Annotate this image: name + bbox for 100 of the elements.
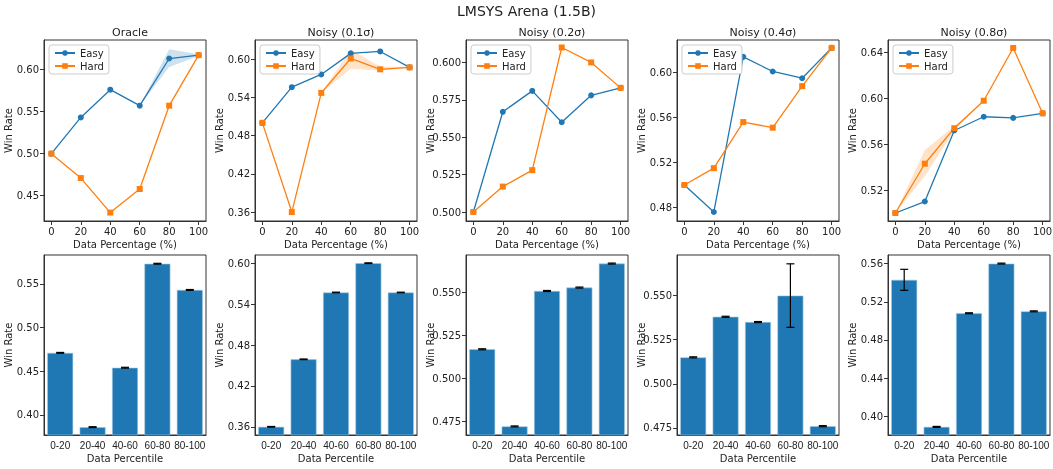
point <box>107 86 114 93</box>
y-tick-label: 0.500 <box>432 372 461 384</box>
y-tick-label: 0.56 <box>649 112 672 124</box>
x-tick-label: 100 <box>189 225 209 237</box>
point <box>136 102 143 109</box>
x-tick-label: 40 <box>947 225 961 237</box>
y-tick-label: 0.60 <box>227 53 250 65</box>
point <box>136 186 143 193</box>
x-tick-label: 60 <box>344 225 358 237</box>
point <box>77 114 84 121</box>
point <box>588 59 595 66</box>
x-tick-label: 80-100 <box>807 439 839 451</box>
x-tick-label: 60-80 <box>144 439 171 451</box>
x-tick-label: 40-60 <box>323 439 350 451</box>
x-tick-label: 0-20 <box>50 439 71 451</box>
chart-title: Noisy (0.4σ) <box>729 26 797 39</box>
x-tick-label: 0-20 <box>472 439 493 451</box>
point <box>921 160 928 167</box>
y-tick-label: 0.475 <box>432 415 461 427</box>
x-tick-label: 60-80 <box>988 439 1015 451</box>
y-tick-label: 0.55 <box>16 106 39 118</box>
x-tick-label: 80-100 <box>1018 439 1050 451</box>
point <box>1010 114 1017 121</box>
x-tick-label: 20-40 <box>712 439 739 451</box>
x-tick-label: 20-40 <box>501 439 528 451</box>
point <box>799 83 806 90</box>
point <box>710 209 717 215</box>
y-tick-label: 0.54 <box>227 298 250 310</box>
y-tick-label: 0.50 <box>16 322 39 334</box>
text: LMSYS Arena (1.5B) <box>456 3 597 19</box>
point <box>499 108 506 115</box>
point <box>77 175 84 182</box>
x-axis-title: Data Percentage (%) <box>917 238 1021 250</box>
y-tick-label: 0.525 <box>432 169 461 181</box>
x-tick-label: 60 <box>977 225 991 237</box>
x-tick-label: 0 <box>48 225 55 237</box>
legend-label: Easy <box>502 47 526 59</box>
x-axis-title: Data Percentile <box>508 452 586 464</box>
x-tick-label: 100 <box>1033 225 1053 237</box>
x-tick-label: 40-60 <box>534 439 561 451</box>
point <box>166 55 173 62</box>
point <box>558 119 565 126</box>
x-tick-label: 60-80 <box>777 439 804 451</box>
y-tick-label: 0.550 <box>432 287 461 299</box>
y-tick-label: 0.42 <box>227 168 250 180</box>
y-tick-label: 0.56 <box>860 258 883 270</box>
x-tick-label: 80 <box>795 225 809 237</box>
point <box>1010 45 1017 52</box>
point <box>769 124 776 131</box>
x-tick-label: 80 <box>1006 225 1020 237</box>
point <box>347 55 354 62</box>
point <box>799 75 806 82</box>
y-axis-title: Win Rate <box>846 322 858 368</box>
point <box>529 87 536 94</box>
chart-title: Noisy (0.1σ) <box>307 26 375 39</box>
x-axis-title: Data Percentage (%) <box>706 238 810 250</box>
y-axis-title: Win Rate <box>2 108 14 153</box>
y-tick-label: 0.36 <box>227 206 250 218</box>
x-axis-title: Data Percentile <box>86 452 164 464</box>
point <box>980 97 987 104</box>
x-tick-label: 40 <box>736 225 750 237</box>
y-tick-label: 0.60 <box>16 63 39 75</box>
y-tick-label: 0.40 <box>16 409 39 421</box>
y-tick-label: 0.60 <box>649 67 672 79</box>
y-axis-title: Win Rate <box>213 322 225 368</box>
y-tick-label: 0.64 <box>860 47 883 59</box>
legend-label: Hard <box>502 60 526 72</box>
x-axis-title: Data Percentile <box>297 452 375 464</box>
y-tick-label: 0.42 <box>227 380 250 392</box>
y-tick-label: 0.500 <box>643 378 672 390</box>
y-tick-label: 0.52 <box>860 184 883 196</box>
y-tick-label: 0.500 <box>432 206 461 218</box>
x-axis-title: Data Percentage (%) <box>284 238 388 250</box>
x-tick-label: 0-20 <box>894 439 915 451</box>
y-tick-label: 0.36 <box>227 421 250 433</box>
x-tick-label: 20-40 <box>290 439 317 451</box>
x-axis-title: Data Percentage (%) <box>495 238 599 250</box>
point <box>288 209 295 216</box>
x-tick-label: 80-100 <box>385 439 417 451</box>
x-tick-label: 60 <box>555 225 569 237</box>
y-tick-label: 0.48 <box>227 130 250 142</box>
x-tick-label: 0 <box>681 225 688 237</box>
point <box>318 89 325 96</box>
y-tick-label: 0.52 <box>860 296 883 308</box>
x-tick-label: 80-100 <box>596 439 628 451</box>
legend-label: Easy <box>713 47 737 59</box>
y-axis-title: Win Rate <box>213 108 225 153</box>
y-axis-title: Win Rate <box>635 108 647 153</box>
y-axis-title: Win Rate <box>2 322 14 368</box>
point <box>558 44 565 51</box>
x-tick-label: 0-20 <box>683 439 704 451</box>
x-tick-label: 20 <box>74 225 88 237</box>
legend-label: Easy <box>80 47 104 59</box>
legend-label: Easy <box>924 47 948 59</box>
x-tick-label: 0-20 <box>261 439 282 451</box>
y-tick-label: 0.40 <box>860 410 883 422</box>
y-tick-label: 0.52 <box>649 157 672 169</box>
x-tick-label: 60 <box>133 225 147 237</box>
x-tick-label: 60-80 <box>355 439 382 451</box>
x-tick-label: 80 <box>162 225 176 237</box>
